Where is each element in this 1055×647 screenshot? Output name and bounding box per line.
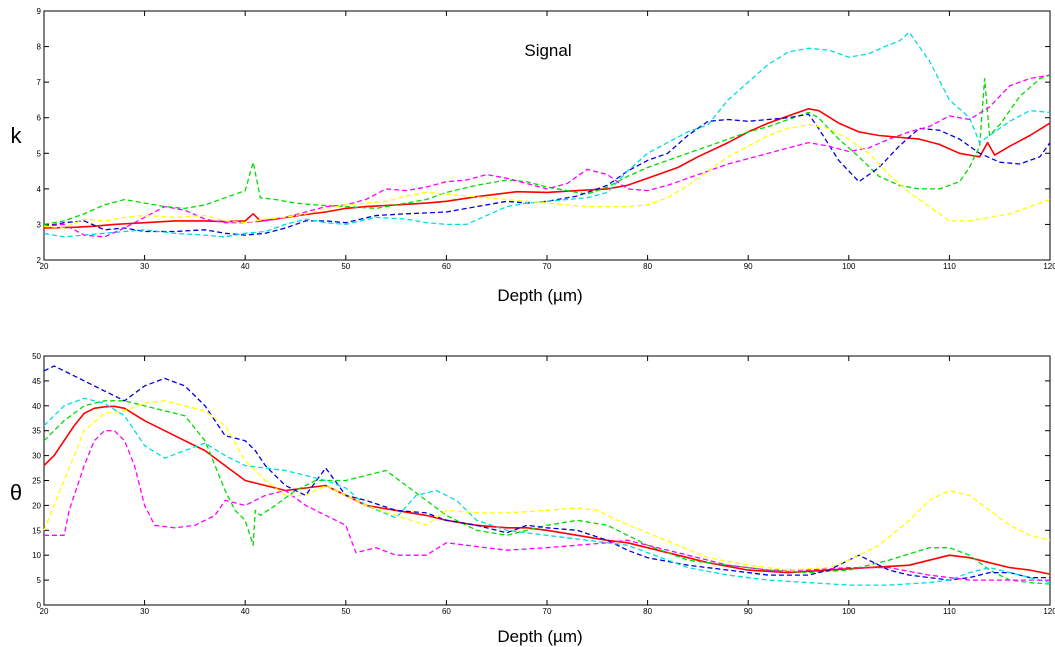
x-tick-label-k-80: 80: [643, 262, 652, 271]
x-tick-label-theta-120: 120: [1043, 607, 1055, 616]
x-tick-label-theta-90: 90: [744, 607, 753, 616]
series-line-theta-5: [44, 430, 1050, 581]
y-tick-label-theta-10: 10: [32, 551, 41, 560]
y-tick-label-theta-30: 30: [32, 452, 41, 461]
series-line-theta-3: [43, 365, 1050, 581]
x-tick-label-k-110: 110: [943, 262, 956, 271]
x-tick-label-k-30: 30: [140, 262, 149, 271]
y-tick-label-k-4: 4: [37, 185, 42, 194]
x-tick-label-k-90: 90: [744, 262, 753, 271]
chart-title: Signal: [524, 41, 571, 60]
x-tick-label-k-20: 20: [40, 262, 49, 271]
x-tick-label-theta-60: 60: [442, 607, 451, 616]
y-tick-label-theta-20: 20: [32, 501, 41, 510]
series-k: [43, 31, 1051, 238]
y-tick-label-k-6: 6: [37, 114, 42, 123]
y-tick-label-theta-25: 25: [32, 477, 41, 486]
y-tick-label-k-9: 9: [37, 7, 42, 16]
x-tick-label-theta-100: 100: [842, 607, 856, 616]
series-line-theta-4: [43, 397, 1051, 586]
x-tick-label-theta-40: 40: [241, 607, 250, 616]
series-line-theta-2: [43, 400, 1051, 585]
y-tick-label-theta-35: 35: [32, 427, 41, 436]
series-line-k-1: [43, 108, 1051, 229]
x-tick-label-k-50: 50: [341, 262, 350, 271]
series-line-k-3: [43, 113, 1051, 236]
series-line-k-6: [43, 124, 1051, 229]
x-tick-label-theta-70: 70: [543, 607, 552, 616]
y-tick-label-theta-0: 0: [37, 601, 42, 610]
ticks-theta: 20 30 40 50 60 70 80 90 100 110 120 0 5 10 15 20 25 30 35 4…: [32, 352, 1055, 616]
x-axis-label-k: Depth (µm): [497, 286, 582, 305]
x-tick-label-k-70: 70: [543, 262, 552, 271]
x-tick-label-theta-30: 30: [140, 607, 149, 616]
x-tick-label-k-100: 100: [842, 262, 856, 271]
plot-frame-theta: [43, 355, 1051, 606]
chart-panel-k: Signal Depth (µm) k 20 30 40 50 60 70 80 90 100 1…: [11, 7, 1055, 305]
x-axis-label-theta: Depth (µm): [497, 627, 582, 646]
series-line-theta-1: [43, 405, 1051, 575]
x-tick-label-k-60: 60: [442, 262, 451, 271]
ticks-k: 20 30 40 50 60 70 80 90 100 110 120 2 3 4 5 6 7 8 9: [37, 7, 1055, 271]
y-tick-label-theta-50: 50: [32, 352, 41, 361]
series-line-k-2: [43, 74, 1051, 226]
series-line-theta-6: [43, 400, 1051, 571]
x-tick-label-theta-110: 110: [943, 607, 956, 616]
chart-panel-theta: Depth (µm) θ 20 30 40 50 60 70 80 90 100 110 120 0 5…: [10, 352, 1055, 646]
y-tick-label-k-7: 7: [37, 78, 42, 87]
y-tick-label-theta-45: 45: [32, 377, 41, 386]
y-tick-label-k-3: 3: [37, 220, 42, 229]
y-axis-label-theta: θ: [10, 480, 22, 505]
x-tick-label-k-40: 40: [241, 262, 250, 271]
x-tick-label-theta-20: 20: [40, 607, 49, 616]
series-line-k-4: [43, 31, 1051, 238]
x-tick-label-theta-50: 50: [341, 607, 350, 616]
y-tick-label-k-8: 8: [37, 43, 42, 52]
y-tick-label-k-2: 2: [37, 256, 42, 265]
y-tick-label-theta-40: 40: [32, 402, 41, 411]
series-theta: [43, 365, 1051, 586]
y-tick-label-theta-15: 15: [32, 526, 41, 535]
x-tick-label-k-120: 120: [1043, 262, 1055, 271]
x-tick-label-theta-80: 80: [643, 607, 652, 616]
y-tick-label-k-5: 5: [37, 149, 42, 158]
y-axis-label-k: k: [11, 123, 23, 148]
y-tick-label-theta-5: 5: [37, 576, 42, 585]
series-line-k-5: [43, 74, 1051, 238]
